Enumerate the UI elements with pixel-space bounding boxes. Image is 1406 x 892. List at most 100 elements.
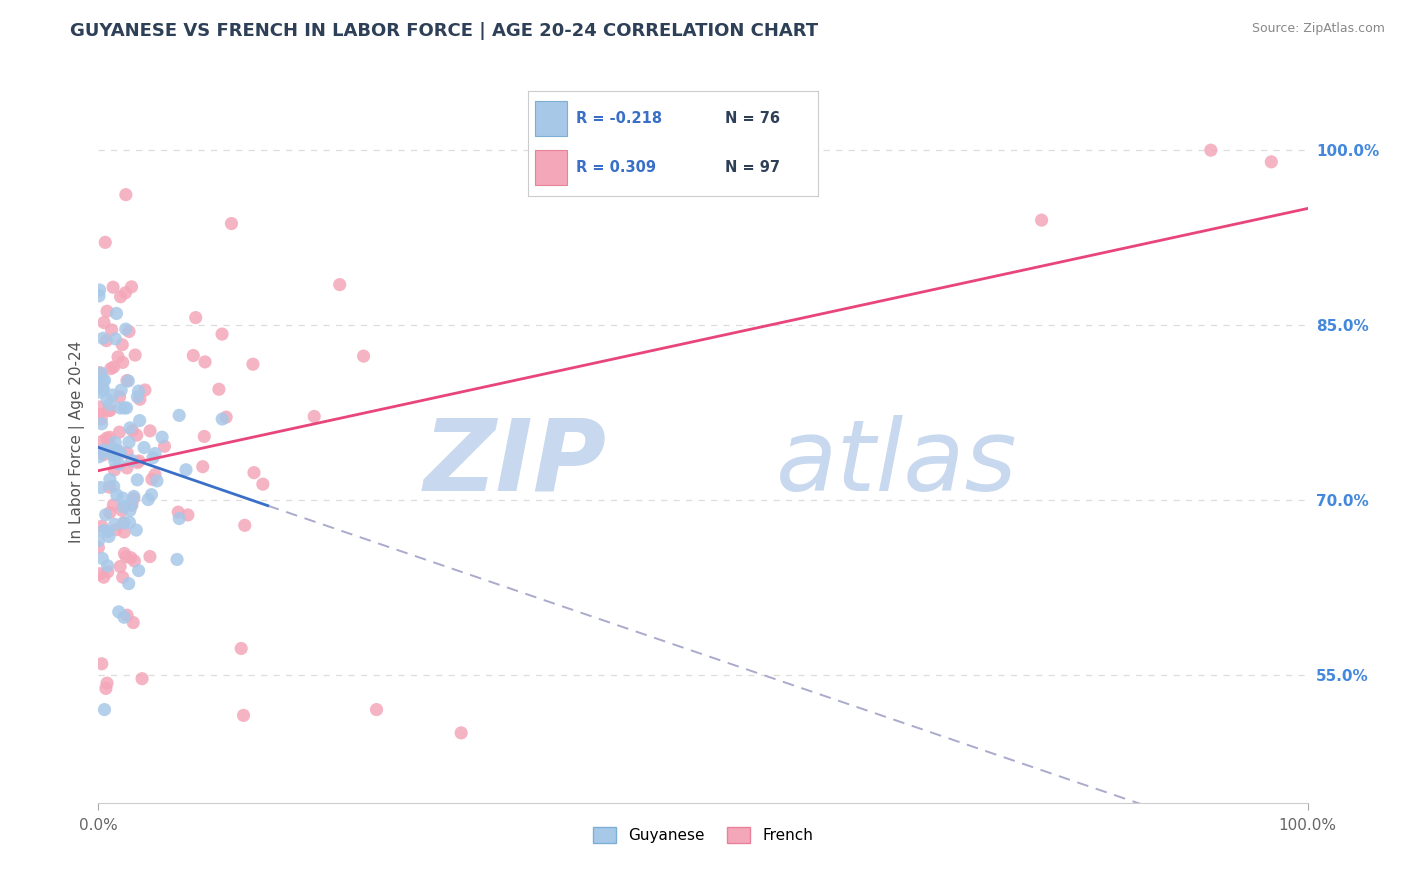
Point bbox=[115, 549, 138, 564]
Point bbox=[111, 491, 134, 505]
Point bbox=[131, 672, 153, 686]
Point bbox=[98, 398, 121, 412]
Point bbox=[122, 615, 145, 630]
Point bbox=[353, 349, 375, 363]
Point bbox=[91, 383, 114, 397]
Point bbox=[90, 481, 112, 495]
Point bbox=[118, 325, 141, 339]
Point bbox=[89, 366, 111, 380]
Point bbox=[103, 463, 125, 477]
Point bbox=[87, 450, 110, 464]
Point bbox=[127, 456, 149, 470]
Point bbox=[128, 413, 150, 427]
Point bbox=[450, 726, 472, 740]
Point bbox=[174, 463, 197, 477]
Point bbox=[232, 708, 254, 723]
Point bbox=[115, 187, 138, 202]
Point bbox=[114, 285, 136, 300]
Point bbox=[221, 217, 243, 231]
Point bbox=[110, 446, 132, 460]
Point bbox=[93, 444, 115, 458]
Point bbox=[114, 547, 136, 561]
Point bbox=[215, 410, 238, 425]
Point bbox=[105, 523, 128, 537]
Point bbox=[115, 374, 138, 388]
Point bbox=[150, 430, 173, 444]
Point bbox=[100, 361, 122, 376]
Point bbox=[122, 490, 145, 504]
Point bbox=[111, 355, 134, 369]
Point bbox=[252, 477, 274, 491]
Point bbox=[107, 350, 129, 364]
Point bbox=[110, 383, 132, 397]
Point bbox=[118, 435, 141, 450]
Point bbox=[87, 541, 110, 555]
Point bbox=[96, 431, 118, 445]
Point bbox=[115, 401, 138, 415]
Text: Source: ZipAtlas.com: Source: ZipAtlas.com bbox=[1251, 22, 1385, 36]
Point bbox=[1031, 213, 1053, 227]
Point bbox=[103, 498, 125, 512]
Point bbox=[97, 565, 120, 579]
Point bbox=[125, 523, 148, 537]
Point bbox=[120, 550, 142, 565]
Point bbox=[108, 559, 131, 574]
Point bbox=[122, 491, 145, 506]
Point bbox=[91, 331, 114, 345]
Point bbox=[118, 576, 141, 591]
Point bbox=[115, 608, 138, 623]
Point bbox=[121, 497, 143, 511]
Point bbox=[104, 447, 127, 461]
Point bbox=[231, 641, 253, 656]
Point bbox=[181, 349, 204, 363]
Point bbox=[121, 499, 143, 513]
Point bbox=[94, 681, 117, 696]
Point bbox=[90, 519, 112, 533]
Point bbox=[98, 403, 121, 417]
Point bbox=[1260, 154, 1282, 169]
Y-axis label: In Labor Force | Age 20-24: In Labor Force | Age 20-24 bbox=[69, 341, 84, 542]
Point bbox=[87, 533, 110, 548]
Point bbox=[91, 551, 114, 566]
Point bbox=[112, 401, 135, 415]
Point bbox=[117, 374, 139, 388]
Point bbox=[125, 428, 148, 442]
Point bbox=[98, 430, 121, 444]
Point bbox=[98, 438, 121, 452]
Point bbox=[112, 516, 135, 530]
Point bbox=[120, 421, 142, 435]
Point bbox=[87, 400, 110, 414]
Point bbox=[93, 373, 115, 387]
Point bbox=[96, 392, 118, 407]
Point bbox=[103, 448, 125, 462]
Point bbox=[329, 277, 352, 292]
Point bbox=[167, 511, 190, 525]
Point bbox=[127, 390, 149, 404]
Point bbox=[97, 524, 120, 539]
Point bbox=[98, 506, 121, 520]
Point bbox=[90, 417, 112, 431]
Point bbox=[128, 454, 150, 468]
Point bbox=[89, 283, 111, 297]
Point bbox=[90, 657, 112, 671]
Point bbox=[139, 424, 162, 438]
Point bbox=[110, 401, 132, 415]
Point bbox=[128, 564, 150, 578]
Point bbox=[132, 441, 155, 455]
Point bbox=[104, 435, 127, 450]
Point bbox=[105, 306, 128, 320]
Point bbox=[1199, 143, 1222, 157]
Point bbox=[167, 505, 190, 519]
Point bbox=[96, 334, 118, 348]
Point bbox=[177, 508, 200, 522]
Point bbox=[101, 280, 124, 294]
Point bbox=[127, 473, 149, 487]
Point bbox=[366, 702, 388, 716]
Point bbox=[87, 408, 110, 422]
Point bbox=[142, 450, 165, 465]
Point bbox=[91, 373, 114, 387]
Point bbox=[112, 516, 135, 530]
Point bbox=[93, 448, 115, 462]
Point bbox=[103, 359, 125, 374]
Point bbox=[136, 492, 159, 507]
